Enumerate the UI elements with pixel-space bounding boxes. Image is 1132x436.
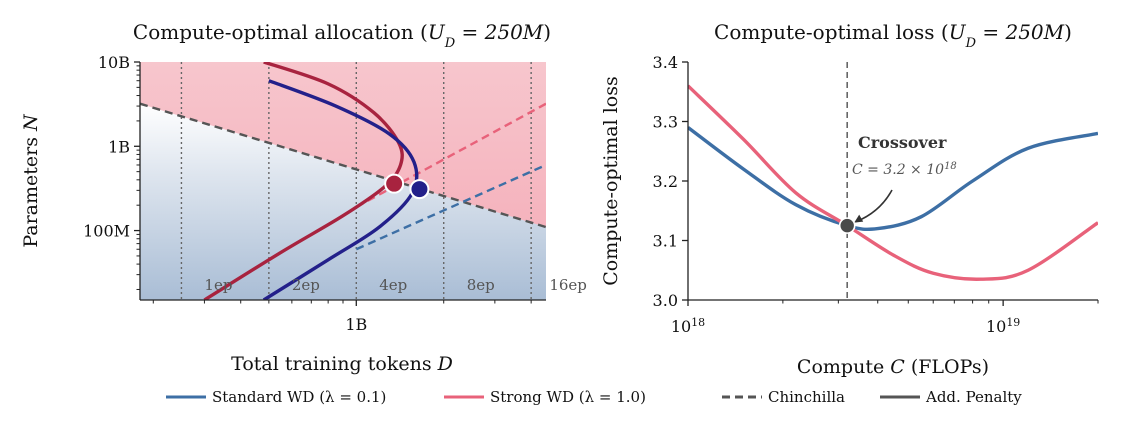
crossover-arrow bbox=[855, 189, 893, 223]
loss-title: Compute-optimal loss (UD = 250M) bbox=[714, 20, 1072, 51]
loss-ylabel: Compute-optimal loss bbox=[600, 76, 622, 285]
allocation-xtick-label: 1B bbox=[345, 315, 367, 334]
loss-ytick-label: 3.3 bbox=[653, 113, 678, 132]
allocation-series bbox=[140, 62, 546, 300]
crossover-annotation: Crossover C = 3.2 × 1018 bbox=[838, 133, 957, 234]
blue-region bbox=[140, 103, 546, 300]
epoch-label: 4ep bbox=[379, 276, 407, 294]
crimson-marker bbox=[384, 173, 405, 194]
loss-panel: 3.0 3.1 3.2 3.3 3.4 1018 1019 Crossover C = 3.2… bbox=[600, 20, 1099, 378]
allocation-ytick-label: 1B bbox=[108, 137, 130, 156]
allocation-markers bbox=[384, 173, 430, 200]
epoch-label: 2ep bbox=[292, 276, 320, 294]
navy-curve bbox=[262, 79, 419, 300]
epoch-labels: 1ep 2ep 4ep 8ep 16ep bbox=[204, 276, 587, 294]
allocation-plot-area bbox=[140, 62, 546, 300]
loss-series bbox=[688, 84, 1098, 281]
chinchilla-legend-label: Chinchilla bbox=[768, 388, 845, 406]
epoch-label: 8ep bbox=[467, 276, 495, 294]
loss-ytick-label: 3.1 bbox=[653, 232, 678, 251]
epoch-label: 16ep bbox=[549, 276, 587, 294]
loss-ytick-label: 3.4 bbox=[653, 53, 678, 72]
strong-legend-label: Strong WD (λ = 1.0) bbox=[490, 388, 646, 406]
standard-loss-curve bbox=[688, 126, 1098, 232]
standard-legend-label: Standard WD (λ = 0.1) bbox=[212, 388, 386, 406]
navy-marker bbox=[409, 179, 430, 200]
allocation-ytick-label: 10B bbox=[98, 53, 130, 72]
crossover-dot bbox=[838, 217, 856, 234]
allocation-ylabel: Parameters N bbox=[20, 113, 42, 248]
loss-xtick-label: 1019 bbox=[986, 316, 1020, 337]
loss-ytick-label: 3.2 bbox=[653, 172, 678, 191]
penalty-legend-label: Add. Penalty bbox=[925, 388, 1022, 406]
strong-loss-curve bbox=[688, 84, 1098, 281]
allocation-xlabel: Total training tokens D bbox=[231, 353, 453, 375]
epoch-label: 1ep bbox=[204, 276, 232, 294]
allocation-ytick-label: 100M bbox=[83, 222, 130, 241]
loss-xlabel: Compute C (FLOPs) bbox=[797, 356, 989, 378]
loss-ytick-label: 3.0 bbox=[653, 291, 678, 310]
standard-dashed-line bbox=[355, 163, 546, 251]
crossover-value: C = 3.2 × 1018 bbox=[852, 161, 957, 179]
loss-plot-area bbox=[688, 62, 1098, 300]
loss-xtick-label: 1018 bbox=[671, 316, 705, 337]
allocation-axes: 100M 1B 10B 1B bbox=[83, 53, 546, 334]
allocation-panel: 1ep 2ep 4ep 8ep 16ep 100M 1B 10B 1B Compute-opt… bbox=[20, 20, 587, 375]
crossover-title: Crossover bbox=[858, 133, 947, 152]
legend: Standard WD (λ = 0.1) Strong WD (λ = 1.0)… bbox=[166, 388, 1022, 406]
strong-dashed-line bbox=[355, 102, 546, 209]
crossover-arrowhead bbox=[854, 214, 864, 223]
chinchilla-dashed-line bbox=[140, 102, 546, 229]
crimson-curve bbox=[203, 62, 404, 300]
loss-axes: 3.0 3.1 3.2 3.3 3.4 1018 1019 bbox=[653, 53, 1099, 337]
allocation-title: Compute-optimal allocation (UD = 250M) bbox=[133, 20, 551, 51]
